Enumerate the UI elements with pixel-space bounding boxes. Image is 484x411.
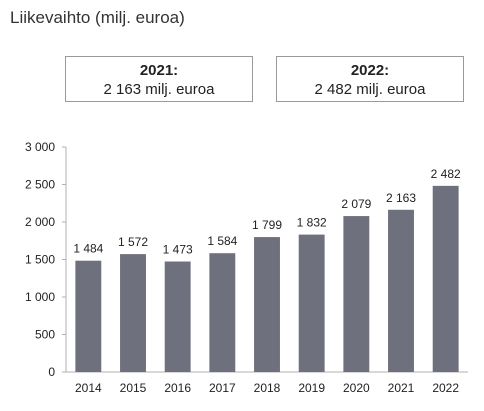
y-tick-label: 3 000	[25, 140, 55, 154]
bar-value-label-2021: 2 163	[386, 191, 416, 205]
summary-year-2022: 2022:	[350, 62, 390, 79]
summary-year-2021: 2021:	[139, 62, 179, 79]
bar-value-label-2022: 2 482	[431, 167, 461, 181]
bar-2014	[75, 260, 102, 372]
summary-value-2022: 2 482 milj. euroa	[314, 81, 426, 98]
summary-box-2021: 2021: 2 163 milj. euroa	[65, 56, 253, 102]
bar-value-label-2015: 1 572	[118, 235, 148, 249]
y-tick-label: 2 500	[25, 178, 55, 192]
x-tick-label-2015: 2015	[120, 381, 147, 395]
bar-2021	[388, 209, 414, 372]
summary-box-2022: 2022: 2 482 milj. euroa	[276, 56, 464, 102]
bar-2017	[209, 253, 236, 372]
y-tick-label: 0	[48, 365, 55, 379]
x-tick-label-2017: 2017	[209, 381, 236, 395]
x-tick-label-2022: 2022	[432, 381, 459, 395]
bar-value-label-2014: 1 484	[73, 242, 103, 256]
chart-title: Liikevaihto (milj. euroa)	[10, 8, 185, 27]
x-tick-label-2020: 2020	[343, 381, 370, 395]
x-tick-label-2016: 2016	[164, 381, 191, 395]
x-tick-label-2014: 2014	[75, 381, 102, 395]
y-tick-label: 1 500	[25, 253, 55, 267]
bar-2016	[164, 261, 191, 372]
bar-value-label-2019: 1 832	[297, 216, 327, 230]
bar-2022	[432, 185, 459, 372]
bar-value-label-2016: 1 473	[163, 243, 193, 257]
bar-value-label-2020: 2 079	[341, 197, 371, 211]
summary-value-2021: 2 163 milj. euroa	[103, 81, 215, 98]
y-tick-label: 1 000	[25, 290, 55, 304]
bar-2018	[254, 237, 280, 372]
x-tick-label-2018: 2018	[254, 381, 281, 395]
bar-value-label-2018: 1 799	[252, 218, 282, 232]
bar-2019	[298, 234, 325, 372]
x-tick-label-2019: 2019	[298, 381, 325, 395]
y-tick-label: 500	[35, 328, 55, 342]
bar-2015	[120, 254, 146, 372]
bar-2020	[343, 216, 370, 372]
bar-value-label-2017: 1 584	[207, 234, 237, 248]
y-tick-label: 2 000	[25, 215, 55, 229]
x-tick-label-2021: 2021	[388, 381, 415, 395]
